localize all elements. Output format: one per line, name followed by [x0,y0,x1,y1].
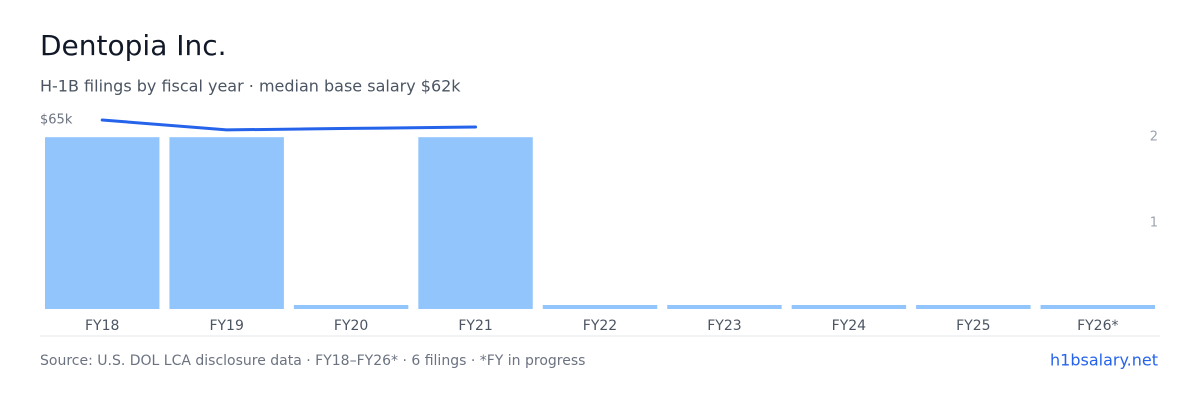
salary-line [100,118,478,132]
bar [169,137,284,309]
y2-tick-label: $65k [40,113,73,128]
y-tick-label: 2 [1150,130,1158,145]
chart-subtitle: H-1B filings by fiscal year · median bas… [40,77,461,96]
x-tick-label: FY24 [832,318,867,334]
bar [542,305,658,309]
x-tick-label: FY18 [85,318,119,334]
bar [791,305,907,309]
bar [293,305,409,309]
x-tick-label: FY19 [209,318,243,334]
bar [667,305,782,309]
chart-title: Dentopia Inc. [40,29,227,62]
bar [1040,305,1155,309]
x-tick-label: FY20 [334,318,368,334]
x-tick-label: FY23 [707,318,741,334]
site-link[interactable]: h1bsalary.net [1050,351,1158,370]
bar [45,137,160,309]
x-tick-label: FY21 [458,318,492,334]
x-tick-label: FY22 [583,318,617,334]
bar [916,305,1031,309]
x-tick-label: FY26* [1077,318,1118,334]
bar [418,137,533,309]
source-note: Source: U.S. DOL LCA disclosure data · F… [40,353,585,369]
y-tick-label: 1 [1150,216,1158,231]
x-tick-label: FY25 [956,318,990,334]
